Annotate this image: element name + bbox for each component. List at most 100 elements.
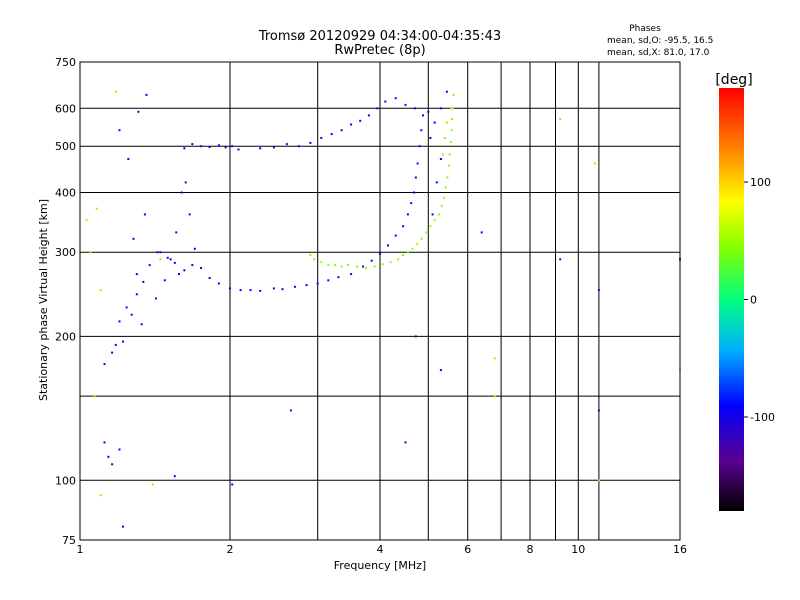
x-tick-label: 6	[464, 543, 471, 556]
o-mode-point	[376, 107, 379, 110]
o-mode-point	[208, 146, 211, 148]
o-mode-point	[285, 143, 288, 146]
y-tick-label: 300	[55, 246, 76, 259]
x-mode-point	[429, 225, 432, 228]
o-mode-point	[159, 251, 162, 254]
o-mode-point	[420, 129, 423, 132]
x-mode-point	[159, 258, 162, 261]
o-mode-point	[111, 351, 114, 354]
o-mode-point	[229, 287, 231, 290]
o-mode-point	[118, 448, 121, 451]
chart-title: Tromsø 20120929 04:34:00-04:35:43	[258, 29, 501, 44]
o-mode-point	[103, 363, 106, 366]
o-mode-point	[394, 234, 397, 237]
colorbar-tick-label: 100	[750, 176, 771, 189]
x-tick-label: 4	[377, 543, 384, 556]
o-mode-point	[200, 145, 203, 148]
o-mode-point	[173, 475, 176, 478]
o-mode-point	[135, 273, 138, 276]
o-mode-point	[148, 264, 151, 267]
x-mode-point	[99, 289, 102, 292]
stats-x-mode: mean, sd,X: 81.0, 17.0	[607, 48, 710, 58]
o-mode-point	[559, 258, 562, 261]
x-axis-label: Frequency [MHz]	[334, 559, 426, 572]
o-mode-point	[122, 525, 124, 528]
o-mode-point	[259, 147, 262, 150]
x-mode-point	[451, 107, 454, 110]
o-mode-point	[154, 297, 157, 300]
o-mode-point	[289, 409, 292, 412]
o-mode-point	[156, 251, 159, 254]
o-mode-point	[169, 258, 172, 261]
o-mode-point	[183, 147, 186, 150]
o-mode-point	[140, 323, 143, 326]
o-mode-point	[350, 273, 353, 276]
x-mode-point	[445, 121, 448, 124]
o-mode-point	[193, 247, 196, 250]
o-mode-point	[281, 288, 284, 291]
x-mode-point	[425, 231, 428, 234]
x-tick-label: 1	[77, 543, 84, 556]
x-mode-point	[420, 237, 423, 240]
o-mode-point	[208, 277, 211, 279]
colorbar-tick-label: -100	[750, 411, 775, 424]
o-mode-point	[297, 145, 300, 148]
o-mode-point	[125, 306, 128, 309]
o-mode-point	[217, 144, 220, 147]
o-mode-point	[173, 261, 176, 264]
x-mode-point	[89, 251, 92, 254]
stats-title: Phases	[629, 24, 661, 34]
x-mode-point	[416, 243, 419, 246]
o-mode-point	[429, 137, 432, 139]
o-mode-point	[367, 114, 370, 117]
x-axis-ticks: 1 2 4 6 8 10 16	[77, 543, 688, 556]
colorbar-label: [deg]	[715, 72, 752, 88]
o-mode-point	[404, 103, 407, 106]
x-mode-point	[450, 129, 453, 132]
o-mode-point	[394, 97, 397, 100]
x-mode-point	[151, 483, 154, 486]
o-mode-point	[413, 191, 415, 194]
o-mode-point	[427, 110, 430, 113]
o-mode-point	[191, 143, 194, 146]
o-mode-point	[231, 483, 234, 486]
x-mode-point	[99, 494, 102, 497]
o-mode-point	[337, 276, 340, 279]
chart-subtitle: RwPretec (8p)	[334, 43, 425, 58]
o-mode-point	[145, 93, 148, 96]
o-mode-point	[237, 148, 240, 151]
o-mode-point	[316, 282, 319, 285]
o-mode-point	[379, 252, 381, 255]
x-tick-label: 8	[527, 543, 534, 556]
x-mode-point	[443, 137, 446, 139]
o-mode-point	[249, 289, 252, 292]
o-mode-point	[103, 441, 106, 444]
plot-frame	[79, 61, 681, 541]
x-mode-point	[334, 264, 337, 267]
stats-o-mode: mean, sd,O: -95.5, 16.5	[607, 36, 713, 46]
x-mode-point	[402, 254, 405, 256]
x-mode-point	[340, 265, 343, 268]
x-mode-point	[327, 264, 330, 267]
x-mode-point	[433, 219, 436, 222]
x-mode-point	[406, 251, 409, 254]
x-mode-point	[440, 204, 443, 207]
o-mode-point	[404, 441, 407, 444]
x-mode-point	[437, 213, 440, 216]
o-mode-point	[137, 110, 140, 113]
o-mode-point	[111, 463, 114, 466]
x-mode-point	[593, 162, 596, 165]
x-mode-point	[441, 153, 444, 156]
o-mode-point	[107, 455, 110, 458]
x-mode-point	[320, 261, 323, 264]
x-mode-point	[443, 196, 446, 199]
x-mode-point	[448, 153, 451, 156]
o-mode-point	[200, 267, 203, 269]
x-mode-point	[95, 207, 98, 210]
o-mode-point	[422, 114, 424, 117]
o-mode-point	[309, 141, 312, 144]
colorbar-ticks: 100 0 -100	[744, 176, 775, 424]
o-mode-point	[180, 191, 183, 194]
x-mode-point	[452, 93, 455, 96]
